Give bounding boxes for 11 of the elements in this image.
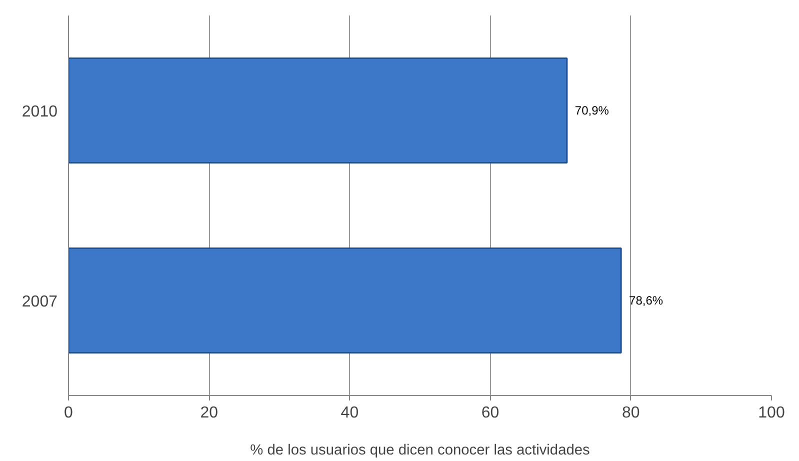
x-tick-label: 100 — [758, 404, 785, 422]
data-label: 70,9% — [574, 104, 610, 118]
x-tick-label: 80 — [622, 404, 640, 422]
x-tick-label: 60 — [481, 404, 500, 422]
y-tick-label: 2007 — [22, 294, 58, 310]
y-tick-label: 2010 — [22, 104, 58, 120]
x-tick-label: 0 — [64, 404, 74, 422]
x-tick-label: 20 — [200, 404, 218, 422]
x-axis-title: % de los usuarios que dicen conocer las actividades — [250, 442, 590, 458]
x-tick-label: 40 — [340, 404, 359, 422]
data-label: 78,6% — [629, 294, 664, 308]
